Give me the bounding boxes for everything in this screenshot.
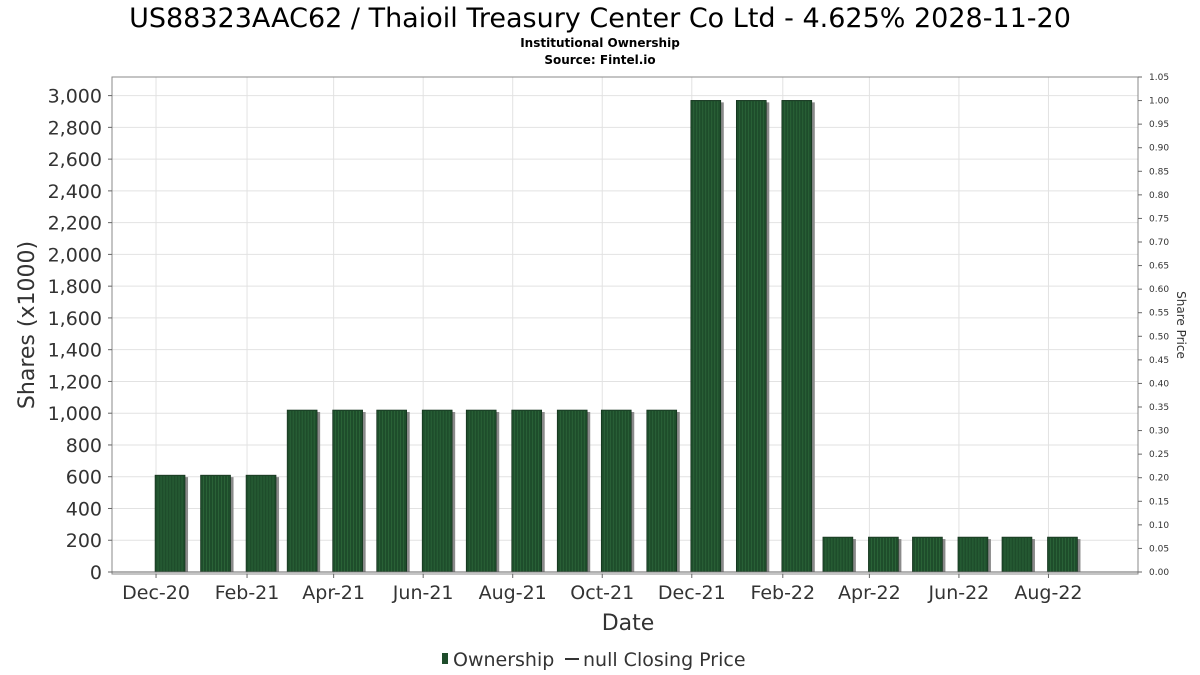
x-tick-label: Feb-22 xyxy=(750,582,815,604)
x-axis-label: Date xyxy=(602,611,655,636)
y-tick-label: 3,000 xyxy=(48,86,102,108)
y-tick-label: 2,400 xyxy=(48,181,102,203)
y-tick-label: 2,600 xyxy=(48,149,102,171)
y-axis-right: 0.00 0.05 0.10 0.15 0.20 0.25 0.30 0.35 0.40 0.45… xyxy=(1138,73,1169,578)
y-axis-label: Shares (x1000) xyxy=(15,241,40,409)
x-tick-label: Jun-22 xyxy=(928,582,990,604)
bar-series-ownership xyxy=(112,100,1138,573)
y-tick-label: 0 xyxy=(90,562,102,584)
chart-subtitle-1: Institutional Ownership xyxy=(520,36,680,50)
y-axis-left: 0 200 400 600 800 1,000 1,200 1,400 1,600 1,800 2,… xyxy=(48,86,112,584)
y-tick-label: 2,800 xyxy=(48,117,102,139)
x-tick-label: Apr-21 xyxy=(302,582,365,604)
y2-tick-label: 0.40 xyxy=(1149,379,1169,389)
y2-tick-label: 1.00 xyxy=(1149,97,1169,107)
y-tick-label: 200 xyxy=(66,530,102,552)
y-tick-label: 400 xyxy=(66,498,102,520)
y2-tick-label: 0.50 xyxy=(1149,332,1169,342)
chart-title: US88323AAC62 / Thaioil Treasury Center C… xyxy=(129,3,1071,34)
y2-tick-label: 0.65 xyxy=(1149,262,1169,272)
y-tick-label: 1,400 xyxy=(48,340,102,362)
y2-tick-label: 0.55 xyxy=(1149,309,1169,319)
y2-tick-label: 0.75 xyxy=(1149,214,1169,224)
chart-subtitle-2: Source: Fintel.io xyxy=(544,53,655,67)
legend-price-label: null Closing Price xyxy=(583,649,746,671)
y2-tick-label: 0.00 xyxy=(1149,568,1169,578)
y-tick-label: 1,000 xyxy=(48,403,102,425)
x-tick-label: Jun-21 xyxy=(392,582,454,604)
y-tick-label: 600 xyxy=(66,467,102,489)
x-tick-label: Oct-21 xyxy=(570,582,634,604)
y2-tick-label: 0.05 xyxy=(1149,544,1169,554)
y-tick-label: 1,800 xyxy=(48,276,102,298)
y2-tick-label: 0.25 xyxy=(1149,450,1169,460)
legend: Ownership null Closing Price xyxy=(442,649,746,671)
y-tick-label: 800 xyxy=(66,435,102,457)
legend-ownership-swatch xyxy=(442,653,448,664)
y2-tick-label: 1.05 xyxy=(1149,73,1169,83)
y2-tick-label: 0.20 xyxy=(1149,474,1169,484)
x-tick-label: Aug-21 xyxy=(479,582,547,604)
y2-tick-label: 0.45 xyxy=(1149,356,1169,366)
y2-tick-label: 0.60 xyxy=(1149,285,1169,295)
y2-tick-label: 0.85 xyxy=(1149,167,1169,177)
y2-tick-label: 0.80 xyxy=(1149,191,1169,201)
legend-ownership-label: Ownership xyxy=(453,649,554,671)
x-tick-label: Aug-22 xyxy=(1014,582,1082,604)
y-tick-label: 2,200 xyxy=(48,213,102,235)
y2-tick-label: 0.15 xyxy=(1149,497,1169,507)
y2-tick-label: 0.30 xyxy=(1149,427,1169,437)
y2-tick-label: 0.95 xyxy=(1149,120,1169,130)
x-tick-label: Dec-21 xyxy=(658,582,726,604)
y2-tick-label: 0.35 xyxy=(1149,403,1169,413)
y2-tick-label: 0.10 xyxy=(1149,521,1169,531)
plot-area xyxy=(111,76,1139,575)
y2-tick-label: 0.70 xyxy=(1149,238,1169,248)
x-tick-label: Apr-22 xyxy=(838,582,901,604)
x-tick-label: Dec-20 xyxy=(122,582,190,604)
x-tick-label: Feb-21 xyxy=(215,582,280,604)
y-tick-label: 2,000 xyxy=(48,244,102,266)
y-tick-label: 1,200 xyxy=(48,371,102,393)
x-axis: Dec-20 Feb-21 Apr-21 Jun-21 Aug-21 Oct-21 Dec-… xyxy=(122,574,1083,604)
y2-tick-label: 0.90 xyxy=(1149,144,1169,154)
y-tick-label: 1,600 xyxy=(48,308,102,330)
y2-axis-label: Share Price xyxy=(1174,291,1188,359)
